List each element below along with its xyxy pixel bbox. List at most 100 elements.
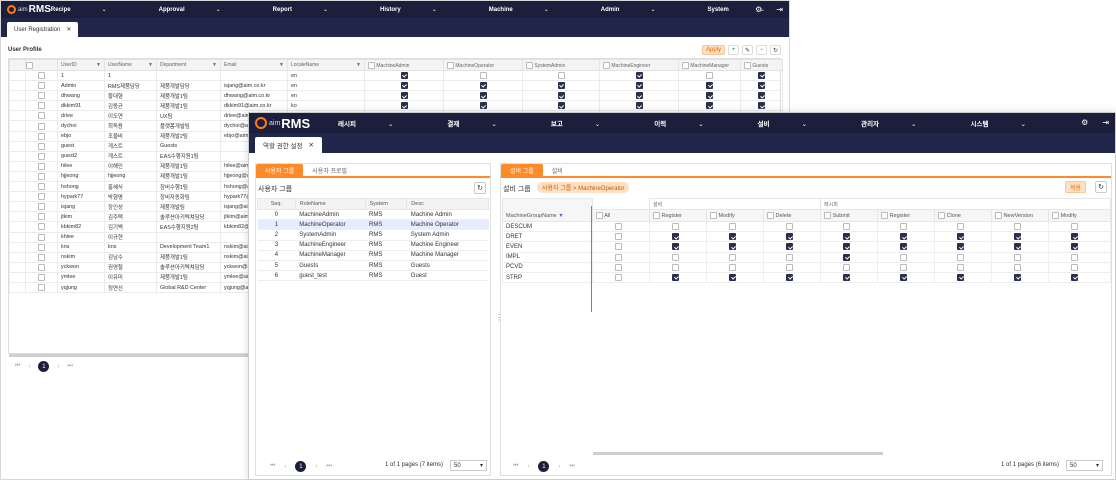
checkbox[interactable]: [38, 72, 45, 80]
checkbox[interactable]: [900, 263, 908, 271]
column-header[interactable]: UserName ▼: [104, 59, 157, 71]
permission-cell[interactable]: [592, 271, 650, 284]
checkbox[interactable]: [615, 273, 622, 281]
checkbox[interactable]: [957, 223, 965, 231]
page-size-select[interactable]: 50 ▾: [1066, 460, 1103, 471]
row-select[interactable]: [25, 80, 58, 92]
prev-page-icon[interactable]: ‹: [284, 463, 287, 470]
checkbox[interactable]: [1071, 233, 1079, 241]
column-header[interactable]: Modify: [1048, 209, 1112, 222]
role-cell[interactable]: [522, 100, 600, 112]
menu-item[interactable]: Report ⌄: [273, 6, 354, 13]
column-header[interactable]: All: [592, 209, 650, 222]
checkbox[interactable]: [603, 61, 610, 69]
row-select[interactable]: [25, 271, 58, 283]
checkbox[interactable]: [557, 102, 565, 110]
checkbox[interactable]: [1052, 212, 1060, 219]
column-header[interactable]: SystemAdmin: [522, 59, 600, 71]
checkbox[interactable]: [38, 162, 45, 170]
checkbox[interactable]: [758, 102, 765, 110]
permission-cell[interactable]: [1048, 271, 1112, 284]
permission-cell[interactable]: [991, 261, 1050, 273]
permission-cell[interactable]: [649, 241, 707, 253]
checkbox[interactable]: [38, 223, 45, 231]
permission-cell[interactable]: [706, 271, 764, 284]
checkbox[interactable]: [1014, 243, 1022, 251]
table-row[interactable]: 5 Guests RMS Guests: [257, 260, 489, 272]
permission-cell[interactable]: [820, 220, 879, 233]
first-page-icon[interactable]: ⏮: [15, 363, 21, 369]
role-cell[interactable]: [599, 80, 679, 92]
checkbox[interactable]: [729, 263, 736, 271]
row-select[interactable]: [25, 211, 58, 223]
column-header[interactable]: Desc: [406, 198, 489, 210]
permission-cell[interactable]: [649, 271, 707, 284]
checkbox[interactable]: [729, 273, 736, 281]
table-row[interactable]: IMPL: [502, 251, 1112, 263]
checkbox[interactable]: [843, 233, 851, 241]
checkbox[interactable]: [26, 61, 33, 69]
checkbox[interactable]: [786, 223, 793, 231]
table-row[interactable]: 1 MachineOperator RMS Machine Operator: [257, 219, 489, 231]
checkbox[interactable]: [744, 61, 751, 69]
logout-icon[interactable]: ⇥: [776, 5, 783, 14]
table-row[interactable]: dkkim91 김동균 제품개발1팀 dkkim91@aim.co.kr ko: [9, 100, 783, 112]
role-cell[interactable]: [599, 90, 679, 102]
checkbox[interactable]: [38, 233, 45, 241]
checkbox[interactable]: [729, 233, 736, 241]
checkbox[interactable]: [682, 61, 689, 69]
column-header[interactable]: Department ▼: [156, 59, 221, 71]
checkbox[interactable]: [672, 263, 679, 271]
role-cell[interactable]: [443, 100, 523, 112]
add-row-button[interactable]: +: [728, 45, 739, 55]
menu-item[interactable]: Admin ⌄: [601, 6, 682, 13]
permission-cell[interactable]: [649, 231, 707, 243]
checkbox[interactable]: [38, 193, 45, 201]
column-header[interactable]: MachineEngineer: [599, 59, 679, 71]
table-row[interactable]: PCVD: [502, 261, 1112, 273]
column-header[interactable]: MachineAdmin: [364, 59, 444, 71]
table-row[interactable]: Admin RMS제품담당 제품개발담당 isjang@aim.co.kr en: [9, 80, 783, 92]
page-number[interactable]: 1: [538, 461, 550, 472]
checkbox[interactable]: [635, 92, 643, 100]
role-cell[interactable]: [740, 80, 783, 92]
checkbox[interactable]: [479, 72, 487, 80]
row-select[interactable]: [25, 251, 58, 263]
menu-item[interactable]: 이력 ⌄: [654, 118, 730, 128]
menu-item[interactable]: System ⌄: [708, 6, 791, 13]
checkbox[interactable]: [38, 132, 45, 140]
checkbox[interactable]: [1014, 273, 1022, 281]
subtab-equipment[interactable]: 설비: [551, 168, 563, 175]
last-page-icon[interactable]: ⏭: [67, 363, 73, 369]
permission-cell[interactable]: [934, 261, 993, 273]
filter-icon[interactable]: ▼: [212, 62, 217, 68]
checkbox[interactable]: [557, 82, 565, 90]
permission-cell[interactable]: [762, 231, 822, 243]
refresh-button[interactable]: ↻: [1095, 181, 1107, 193]
row-select[interactable]: [25, 69, 58, 82]
column-header[interactable]: Email ▼: [220, 59, 288, 71]
row-select[interactable]: [25, 170, 58, 183]
checkbox[interactable]: [758, 92, 765, 100]
menu-item[interactable]: History ⌄: [380, 6, 463, 13]
checkbox[interactable]: [653, 212, 660, 219]
checkbox[interactable]: [38, 92, 45, 100]
checkbox[interactable]: [38, 273, 45, 281]
role-cell[interactable]: [443, 90, 523, 102]
checkbox[interactable]: [843, 273, 851, 281]
last-page-icon[interactable]: ⏭: [326, 463, 332, 469]
checkbox[interactable]: [1071, 263, 1079, 271]
checkbox[interactable]: [596, 212, 603, 219]
column-header[interactable]: MachineManager: [678, 59, 741, 71]
role-cell[interactable]: [443, 80, 523, 92]
row-select[interactable]: [25, 90, 58, 102]
apply-button[interactable]: Apply: [701, 45, 725, 55]
permission-cell[interactable]: [991, 231, 1050, 243]
permission-cell[interactable]: [934, 251, 993, 263]
menu-item[interactable]: 설비 ⌄: [758, 118, 834, 128]
checkbox[interactable]: [672, 223, 679, 231]
row-select[interactable]: [25, 201, 58, 213]
role-cell[interactable]: [522, 69, 600, 82]
permission-cell[interactable]: [706, 241, 764, 253]
permission-cell[interactable]: [1048, 241, 1112, 253]
